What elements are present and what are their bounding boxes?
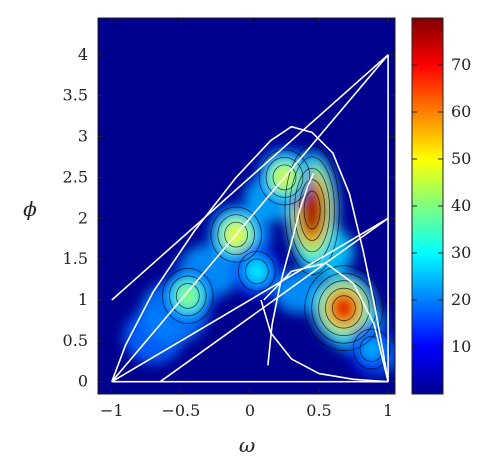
y-tick-label: 3: [78, 127, 88, 146]
colorbar: [411, 17, 444, 395]
boundary-curve-8: [260, 299, 389, 383]
y-tick-label: 0.5: [63, 331, 88, 350]
colorbar-tick-label: 20: [451, 290, 471, 309]
colorbar-ticks: 10 20 30 40 50 60 70: [412, 55, 471, 356]
y-axis-label: ϕ: [23, 197, 37, 221]
boundary-curve-0: [111, 54, 389, 301]
boundary-curve-7: [267, 172, 315, 366]
y-tick-label: 4: [78, 45, 88, 64]
boundary-curve-3: [159, 217, 389, 383]
y-axis: 0 0.5 1 1.5 2 2.5 3 3.5 4: [63, 45, 395, 391]
x-tick-label: 0.5: [306, 401, 331, 420]
boundary-curve-9: [263, 262, 389, 382]
y-tick-label: 2: [78, 208, 88, 227]
x-axis-label: ω: [239, 433, 255, 457]
boundary-curves: [111, 54, 389, 383]
density-peak-6: [361, 338, 382, 360]
boundary-curve-6: [111, 125, 389, 382]
colorbar-tick-label: 50: [451, 149, 471, 168]
boundary-curve-1: [111, 54, 389, 383]
colorbar-tick-label: 10: [451, 337, 471, 356]
x-tick-label: 1: [383, 401, 393, 420]
y-tick-label: 1.5: [63, 249, 88, 268]
density-peak-0: [301, 185, 324, 235]
colorbar-tick-label: 70: [451, 55, 471, 74]
density-peak-1: [330, 293, 358, 324]
density-peak-5: [246, 260, 267, 283]
y-tick-label: 1: [78, 290, 88, 309]
colorbar-tick-label: 30: [451, 243, 471, 262]
x-tick-label: 0: [245, 401, 255, 420]
colorbar-tick-label: 40: [451, 196, 471, 215]
x-axis: −1 −0.5 0 0.5 1: [100, 18, 393, 420]
boundary-curve-2: [111, 217, 389, 383]
y-tick-label: 2.5: [63, 167, 88, 186]
y-tick-label: 3.5: [63, 86, 88, 105]
y-tick-label: 0: [78, 372, 88, 391]
colorbar-tick-label: 60: [451, 102, 471, 121]
x-tick-label: −0.5: [161, 401, 200, 420]
plot-frame: [97, 17, 396, 395]
density-peak-3: [176, 283, 199, 308]
x-tick-label: −1: [100, 401, 124, 420]
